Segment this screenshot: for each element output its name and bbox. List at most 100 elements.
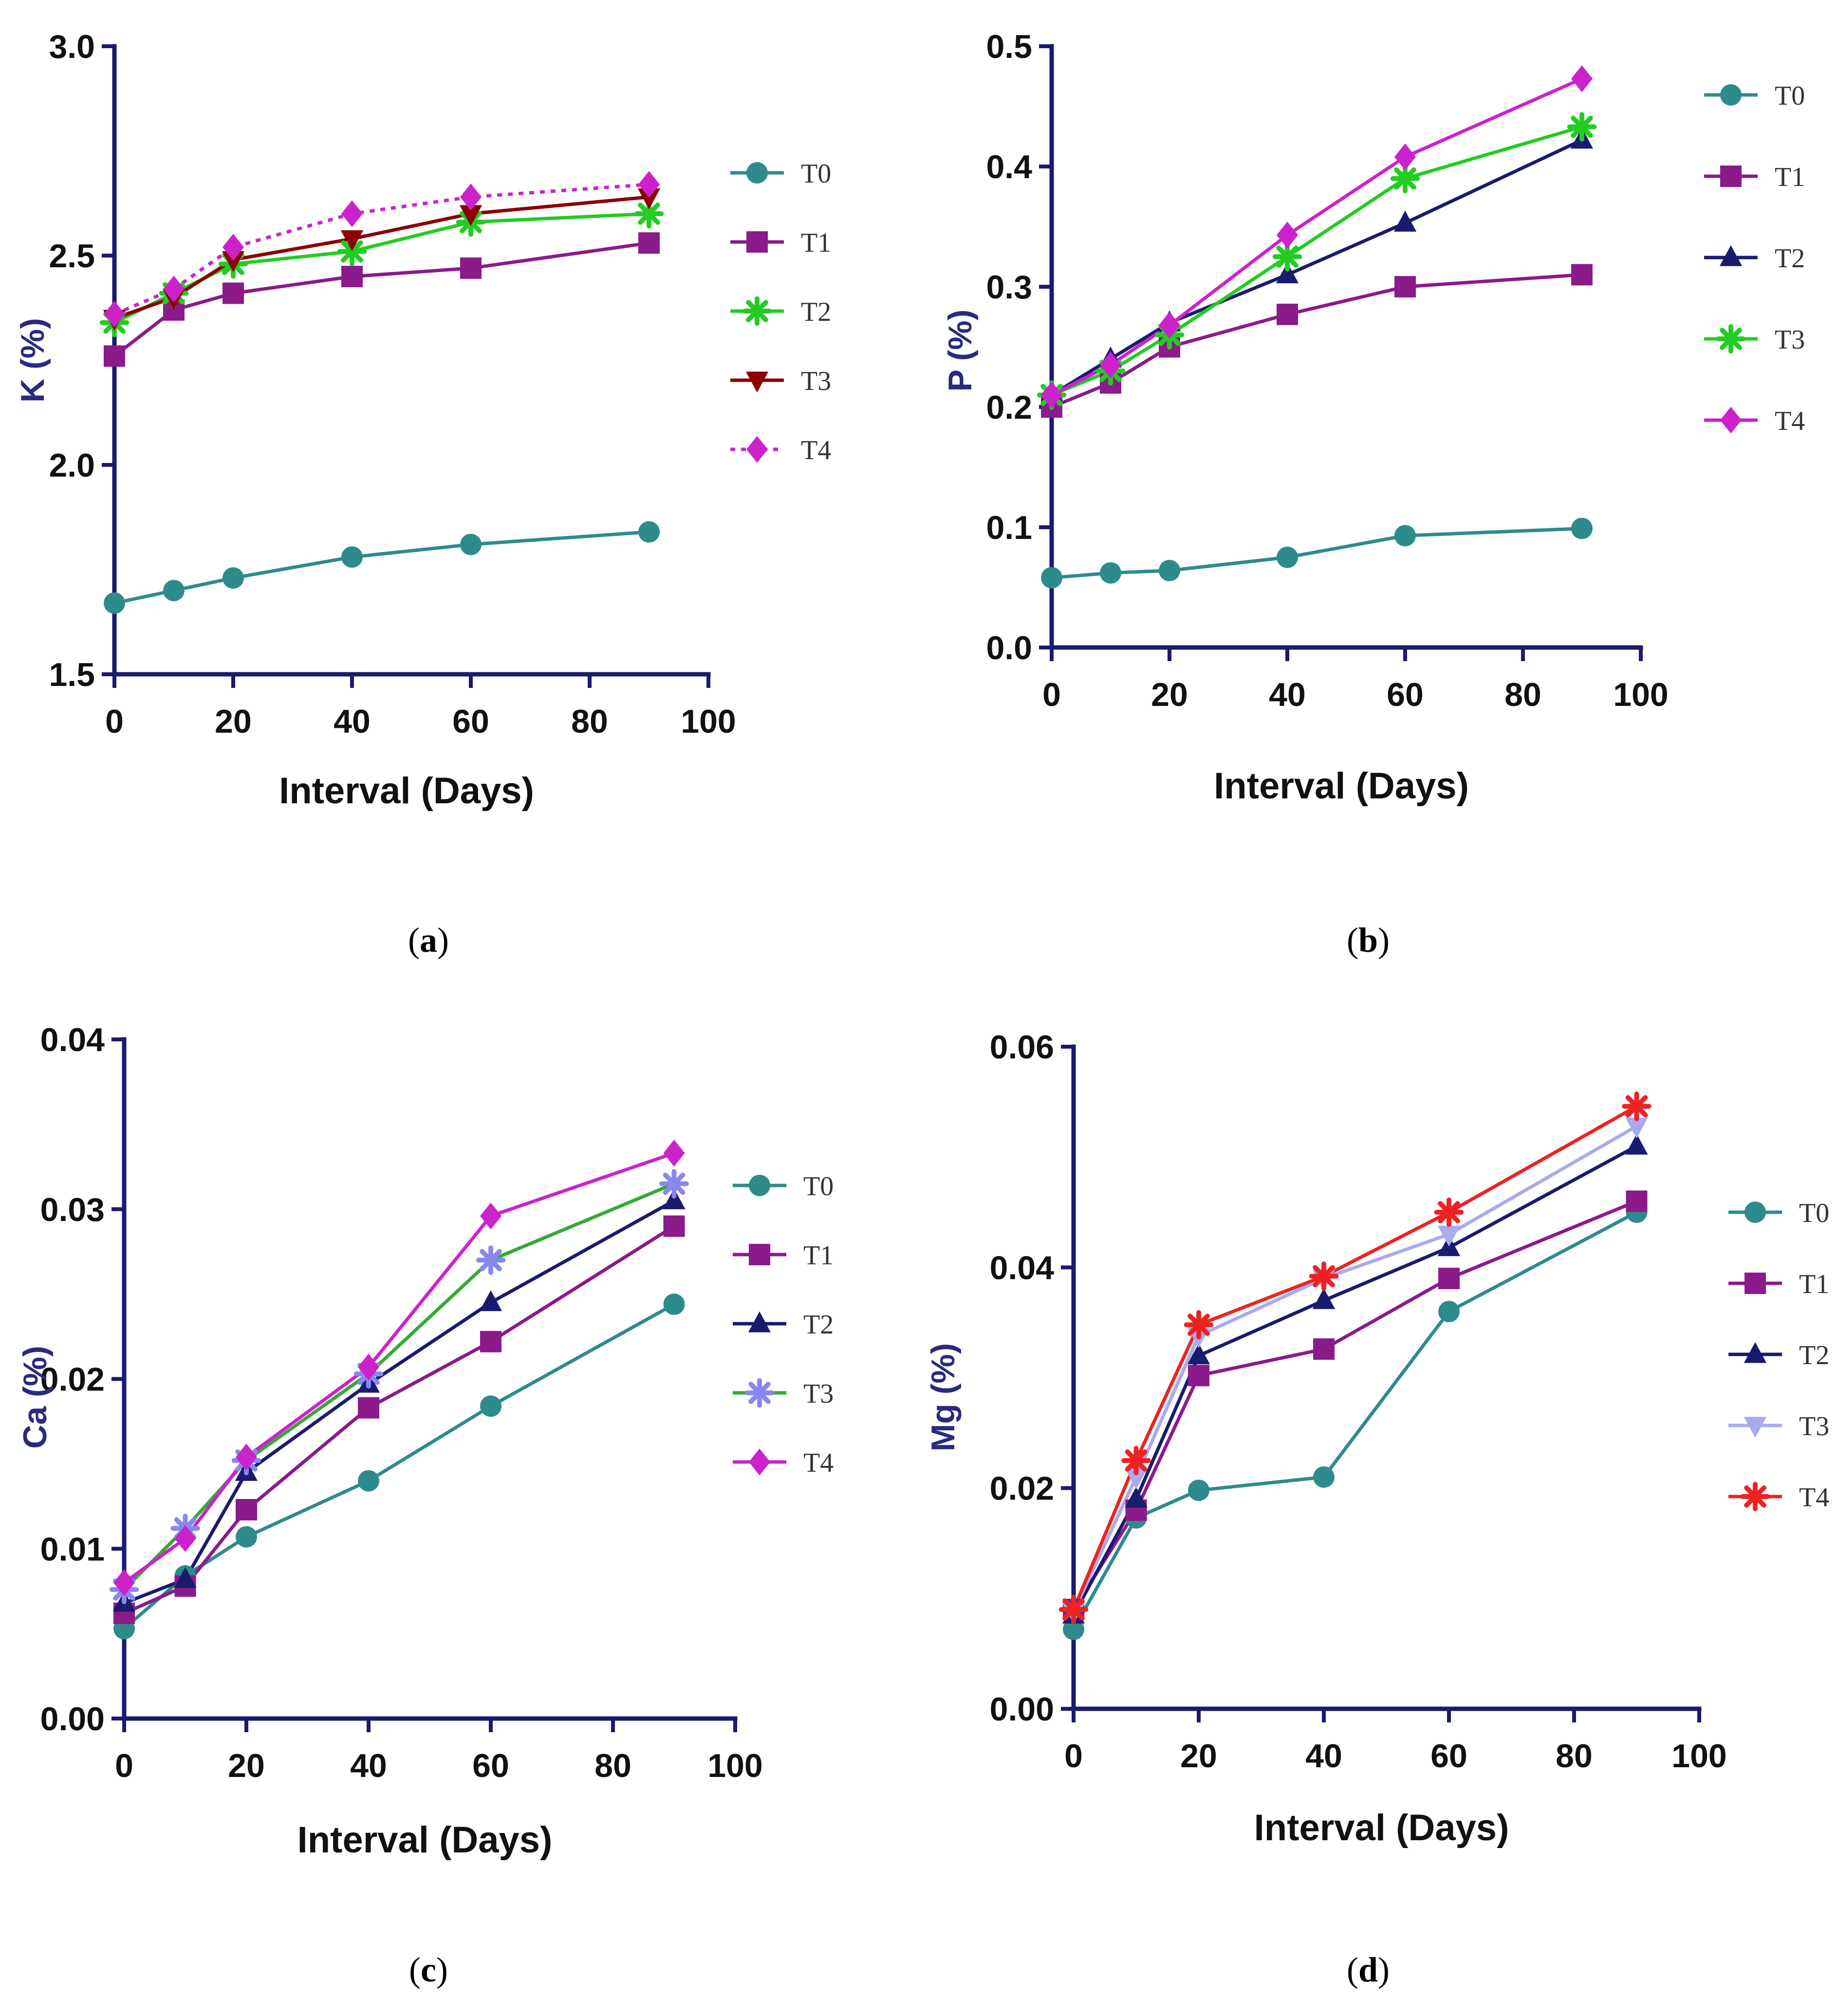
legend-label: T3 bbox=[1775, 325, 1805, 355]
y-tick-label: 0.2 bbox=[986, 389, 1032, 426]
x-tick-label: 100 bbox=[707, 1747, 762, 1784]
data-point bbox=[104, 592, 125, 614]
series-markers-t4 bbox=[104, 171, 660, 328]
x-tick-label: 60 bbox=[472, 1747, 509, 1784]
y-tick-label: 0.5 bbox=[986, 28, 1032, 65]
y-tick-label: 0.1 bbox=[986, 509, 1032, 546]
data-point bbox=[1438, 1268, 1460, 1289]
series-line-t0 bbox=[1051, 526, 1582, 580]
x-tick-label: 40 bbox=[1269, 676, 1306, 713]
legend-marker bbox=[1719, 245, 1743, 266]
legend-label: T0 bbox=[1799, 1198, 1829, 1228]
legend-label: T4 bbox=[1799, 1482, 1829, 1513]
y-tick-label: 0.4 bbox=[986, 148, 1032, 185]
series-line-t1 bbox=[113, 241, 649, 358]
legend-label: T1 bbox=[1775, 162, 1805, 192]
data-point bbox=[480, 1395, 501, 1417]
data-point bbox=[1571, 65, 1593, 92]
data-point bbox=[479, 1290, 502, 1312]
data-point bbox=[1187, 1343, 1210, 1365]
x-tick-label: 40 bbox=[334, 703, 371, 740]
series-markers-t3 bbox=[1062, 1117, 1648, 1624]
data-point bbox=[659, 1169, 689, 1199]
series-markers-t3 bbox=[109, 1169, 689, 1605]
legend-label: T4 bbox=[1775, 406, 1805, 436]
y-tick-label: 0.00 bbox=[990, 1691, 1054, 1728]
chart-panel-a: 0 20 40 60 80 100 1.5 2.0 2.5 3.0 Interval (Days) K… bbox=[14, 28, 831, 960]
series-markers-t1 bbox=[113, 1215, 685, 1624]
legend-marker bbox=[1744, 1417, 1767, 1438]
data-point bbox=[163, 580, 185, 601]
data-point bbox=[222, 251, 245, 272]
data-point bbox=[459, 205, 482, 226]
data-point bbox=[638, 171, 660, 198]
legend-marker bbox=[749, 1175, 770, 1196]
data-point bbox=[1622, 1091, 1651, 1121]
legend: T0 T1 T2 T3 T4 bbox=[1728, 1198, 1829, 1513]
data-point bbox=[460, 184, 482, 211]
data-point bbox=[341, 200, 363, 227]
x-tick-label: 0 bbox=[115, 1747, 133, 1784]
legend-label: T3 bbox=[803, 1379, 834, 1409]
data-point bbox=[1438, 1301, 1460, 1322]
data-point bbox=[358, 1470, 379, 1492]
data-point bbox=[1394, 276, 1416, 297]
y-tick-label: 0.04 bbox=[990, 1249, 1055, 1286]
data-point bbox=[460, 257, 482, 279]
legend-marker bbox=[1744, 1202, 1766, 1223]
data-point bbox=[1393, 210, 1417, 232]
data-point bbox=[1041, 381, 1062, 408]
panel-caption: (d) bbox=[1347, 1950, 1390, 1989]
data-point bbox=[1058, 1594, 1089, 1625]
series-markers-t2 bbox=[99, 199, 664, 337]
y-tick-label: 0.00 bbox=[40, 1701, 105, 1738]
legend-marker bbox=[1744, 1273, 1766, 1294]
legend-label: T0 bbox=[803, 1171, 834, 1202]
series-line-t3 bbox=[113, 195, 649, 320]
legend-label: T2 bbox=[1775, 243, 1805, 274]
series-markers-t0 bbox=[104, 521, 660, 614]
data-point bbox=[223, 282, 244, 304]
legend-marker bbox=[748, 1311, 771, 1332]
data-point bbox=[1276, 262, 1299, 283]
data-point bbox=[476, 1245, 506, 1275]
y-axis-title: P (%) bbox=[942, 310, 979, 392]
data-point bbox=[1125, 1468, 1148, 1490]
legend-label: T4 bbox=[801, 435, 831, 465]
chart-panel-c: 0 20 40 60 80 100 0.00 0.01 0.02 0.03 0.04 Interval… bbox=[17, 1021, 834, 1989]
series-line-t3 bbox=[1072, 1125, 1638, 1613]
data-point bbox=[480, 1202, 501, 1230]
data-point bbox=[638, 521, 660, 543]
data-point bbox=[1041, 567, 1062, 589]
x-tick-label: 20 bbox=[1151, 676, 1188, 713]
data-point bbox=[104, 300, 125, 328]
legend-marker bbox=[1716, 324, 1746, 354]
legend: T0 T1 T2 T3 T4 bbox=[733, 1171, 834, 1478]
legend-label: T2 bbox=[803, 1310, 834, 1340]
legend-marker bbox=[1720, 84, 1742, 106]
legend-marker bbox=[746, 162, 768, 184]
data-point bbox=[1313, 1466, 1335, 1488]
data-point bbox=[1188, 1480, 1209, 1501]
chart-panel-b: 0 20 40 60 80 100 0.0 0.1 0.2 0.3 0.4 0.5 Interval (… bbox=[942, 28, 1805, 960]
series-markers-t1 bbox=[1063, 1190, 1648, 1620]
legend-marker bbox=[746, 436, 768, 463]
legend-label: T2 bbox=[801, 297, 831, 327]
x-tick-label: 80 bbox=[1504, 676, 1541, 713]
data-point bbox=[236, 1499, 257, 1521]
data-point bbox=[460, 534, 482, 555]
data-point bbox=[480, 1331, 501, 1352]
panel-letter: a bbox=[420, 921, 437, 960]
x-tick-label: 40 bbox=[350, 1747, 387, 1784]
legend-label: T3 bbox=[1799, 1411, 1829, 1442]
y-tick-label: 3.0 bbox=[49, 28, 95, 65]
legend: T0 T1 T2 T3 T4 bbox=[1704, 81, 1805, 436]
y-tick-label: 2.5 bbox=[49, 238, 95, 275]
data-point bbox=[1063, 1618, 1084, 1640]
data-point bbox=[236, 1443, 257, 1471]
y-tick-label: 0.3 bbox=[986, 269, 1032, 306]
legend-marker bbox=[744, 1378, 775, 1408]
legend-marker bbox=[746, 231, 768, 253]
data-point bbox=[1125, 1487, 1148, 1508]
